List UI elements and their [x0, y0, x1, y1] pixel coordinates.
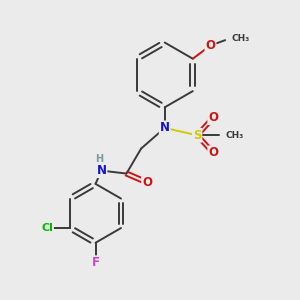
Text: CH₃: CH₃: [232, 34, 250, 43]
Text: H: H: [95, 154, 103, 164]
Text: O: O: [208, 111, 218, 124]
Text: O: O: [206, 39, 215, 52]
Text: Cl: Cl: [41, 223, 53, 233]
Text: CH₃: CH₃: [225, 131, 243, 140]
Text: S: S: [193, 129, 201, 142]
Text: O: O: [142, 176, 152, 189]
Text: N: N: [160, 122, 170, 134]
Text: F: F: [92, 256, 100, 269]
Text: N: N: [96, 164, 106, 177]
Text: O: O: [208, 146, 218, 159]
